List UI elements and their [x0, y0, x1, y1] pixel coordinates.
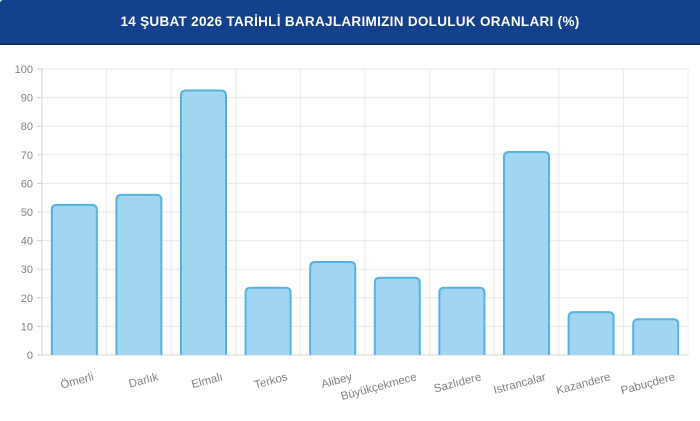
- bar-3[interactable]: [244, 286, 292, 355]
- bar-9[interactable]: [632, 318, 680, 355]
- x-axis-label-0: Ömerli: [59, 371, 95, 391]
- y-axis-tick-label: 60: [21, 178, 33, 190]
- x-axis-label-2: Elmalı: [190, 371, 224, 391]
- x-axis-label-1: Darlık: [128, 371, 160, 390]
- y-axis-tick-label: 70: [21, 150, 33, 162]
- bar-1[interactable]: [115, 193, 163, 355]
- y-axis-tick-label: 20: [21, 293, 33, 305]
- y-axis-tick-label: 30: [21, 264, 33, 276]
- y-axis-tick-label: 40: [21, 236, 33, 248]
- x-axis-label-4: Alibey: [320, 371, 354, 391]
- bar-4[interactable]: [309, 261, 357, 355]
- bar-8[interactable]: [567, 311, 615, 355]
- y-axis-tick-label: 90: [21, 93, 33, 105]
- bar-6[interactable]: [438, 286, 486, 355]
- chart-title: 14 ŞUBAT 2026 TARİHLİ BARAJLARIMIZIN DOL…: [120, 14, 580, 29]
- bar-0[interactable]: [50, 203, 98, 355]
- x-axis-label-3: Terkos: [253, 371, 289, 391]
- x-axis-label-6: Sazlıdere: [433, 371, 483, 395]
- y-axis-tick-label: 80: [21, 121, 33, 133]
- bar-7[interactable]: [503, 150, 550, 355]
- x-axis-label-7: Istrancalar: [492, 371, 547, 397]
- chart-title-bar: 14 ŞUBAT 2026 TARİHLİ BARAJLARIMIZIN DOL…: [0, 0, 700, 45]
- bar-chart: 0 10 20 30 40 50 60 70 80 90 100 Ömerli Darlık Elmalı…: [15, 64, 689, 403]
- y-axis-tick-label: 50: [21, 207, 33, 219]
- bar-5[interactable]: [373, 276, 421, 355]
- bar-2[interactable]: [180, 89, 227, 355]
- y-axis-tick-label: 10: [21, 321, 33, 333]
- x-axis-label-9: Pabuçdere: [620, 371, 677, 397]
- chart-area: 0 10 20 30 40 50 60 70 80 90 100 Ömerli Darlık Elmalı…: [0, 45, 700, 421]
- x-axis-label-8: Kazandere: [555, 371, 612, 397]
- y-axis-tick-label: 100: [15, 64, 33, 76]
- y-axis-tick-label: 0: [27, 350, 33, 362]
